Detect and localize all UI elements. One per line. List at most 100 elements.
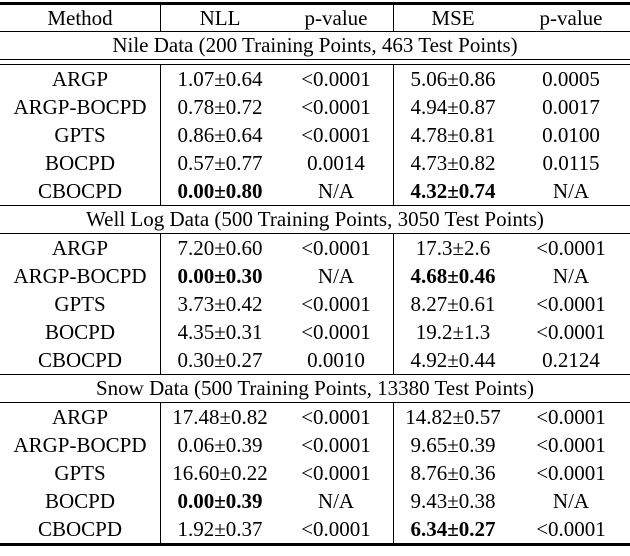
nll-pvalue-cell: <0.0001	[279, 234, 394, 262]
mse-pvalue-cell: 0.0115	[542, 151, 600, 175]
method-cell: GPTS	[0, 459, 161, 487]
nll-pvalue-cell: <0.0001	[279, 65, 394, 93]
mse-cell: 4.78±0.81	[410, 123, 496, 147]
mse-cell: 4.92±0.44	[410, 348, 496, 372]
mse-cell: 8.76±0.36	[410, 461, 496, 485]
nll-pvalue-cell: 0.0014	[279, 149, 394, 177]
table-row: CBOCPD 0.30±0.27 0.0010 4.92±0.44 0.2124	[0, 346, 630, 374]
mse-cell: 8.27±0.61	[410, 292, 496, 316]
mse-cell: 17.3±2.6	[415, 236, 491, 260]
table-row: BOCPD 0.57±0.77 0.0014 4.73±0.82 0.0115	[0, 149, 630, 177]
method-cell: ARGP	[0, 234, 161, 262]
nll-pvalue-cell: <0.0001	[279, 93, 394, 121]
nll-pvalue-cell: N/A	[279, 487, 394, 515]
nll-pvalue-cell: <0.0001	[279, 515, 394, 543]
nll-cell: 17.48±0.82	[172, 405, 268, 429]
mse-cell: 4.73±0.82	[410, 151, 496, 175]
header-row: Method NLL p-value MSE p-value	[0, 5, 630, 32]
mse-cell: 9.43±0.38	[410, 489, 496, 513]
column-header-nll: NLL	[199, 6, 241, 30]
nll-cell: 4.35±0.31	[177, 320, 263, 344]
nll-pvalue-cell: N/A	[279, 262, 394, 290]
table-row: ARGP-BOCPD 0.06±0.39 <0.0001 9.65±0.39 <…	[0, 431, 630, 459]
mse-cell: 4.94±0.87	[410, 95, 496, 119]
table-row: GPTS 16.60±0.22 <0.0001 8.76±0.36 <0.000…	[0, 459, 630, 487]
mse-pvalue-cell: <0.0001	[536, 517, 606, 541]
nll-cell: 7.20±0.60	[177, 236, 263, 260]
nll-pvalue-cell: 0.0010	[279, 346, 394, 374]
method-cell: ARGP	[0, 403, 161, 431]
nll-pvalue-cell: <0.0001	[279, 431, 394, 459]
table-row: ARGP 1.07±0.64 <0.0001 5.06±0.86 0.0005	[0, 65, 630, 93]
mse-cell: 5.06±0.86	[410, 67, 496, 91]
mse-pvalue-cell: <0.0001	[536, 320, 606, 344]
mse-pvalue-cell: <0.0001	[536, 461, 606, 485]
nll-cell: 0.30±0.27	[177, 348, 263, 372]
table-row: ARGP-BOCPD 0.78±0.72 <0.0001 4.94±0.87 0…	[0, 93, 630, 121]
column-header-mse-pvalue: p-value	[539, 6, 603, 30]
mse-cell: 6.34±0.27	[410, 517, 496, 541]
method-cell: ARGP-BOCPD	[0, 93, 161, 121]
table-row: BOCPD 0.00±0.39 N/A 9.43±0.38 N/A	[0, 487, 630, 515]
section-title-well-log: Well Log Data (500 Training Points, 3050…	[0, 205, 630, 234]
method-cell: GPTS	[0, 290, 161, 318]
mse-pvalue-cell: 0.0005	[542, 67, 600, 91]
mse-pvalue-cell: <0.0001	[536, 292, 606, 316]
table-row: CBOCPD 1.92±0.37 <0.0001 6.34±0.27 <0.00…	[0, 515, 630, 543]
nll-cell: 1.07±0.64	[177, 67, 263, 91]
method-cell: ARGP	[0, 65, 161, 93]
column-header-mse: MSE	[431, 6, 475, 30]
method-cell: BOCPD	[0, 487, 161, 515]
nll-cell: 0.78±0.72	[177, 95, 263, 119]
nll-cell: 16.60±0.22	[172, 461, 268, 485]
mse-pvalue-cell: 0.2124	[542, 348, 600, 372]
nll-pvalue-cell: <0.0001	[279, 459, 394, 487]
nll-pvalue-cell: <0.0001	[279, 290, 394, 318]
table-row: CBOCPD 0.00±0.80 N/A 4.32±0.74 N/A	[0, 177, 630, 205]
nll-cell: 1.92±0.37	[177, 517, 263, 541]
double-rule	[0, 59, 630, 65]
mse-pvalue-cell: <0.0001	[536, 236, 606, 260]
nll-pvalue-cell: N/A	[279, 177, 394, 205]
column-header-method: Method	[0, 5, 161, 31]
method-cell: ARGP-BOCPD	[0, 431, 161, 459]
section-title-snow: Snow Data (500 Training Points, 13380 Te…	[0, 374, 630, 403]
nll-cell: 0.86±0.64	[177, 123, 263, 147]
nll-cell: 3.73±0.42	[177, 292, 263, 316]
nll-pvalue-cell: <0.0001	[279, 318, 394, 346]
nll-pvalue-cell: <0.0001	[279, 403, 394, 431]
mse-cell: 4.32±0.74	[410, 179, 496, 203]
table-row: BOCPD 4.35±0.31 <0.0001 19.2±1.3 <0.0001	[0, 318, 630, 346]
method-cell: ARGP-BOCPD	[0, 262, 161, 290]
mse-pvalue-cell: N/A	[552, 179, 590, 203]
nll-cell: 0.57±0.77	[177, 151, 263, 175]
nll-cell: 0.00±0.80	[177, 179, 263, 203]
section-title-nile: Nile Data (200 Training Points, 463 Test…	[112, 33, 518, 57]
table-row: GPTS 0.86±0.64 <0.0001 4.78±0.81 0.0100	[0, 121, 630, 149]
method-cell: BOCPD	[0, 149, 161, 177]
mse-cell: 9.65±0.39	[410, 433, 496, 457]
nll-cell: 0.06±0.39	[177, 433, 263, 457]
mse-pvalue-cell: <0.0001	[536, 433, 606, 457]
mse-pvalue-cell: 0.0017	[542, 95, 600, 119]
nll-cell: 0.00±0.39	[177, 489, 263, 513]
mse-pvalue-cell: N/A	[552, 489, 590, 513]
nll-cell: 0.00±0.30	[177, 264, 263, 288]
table-row: ARGP-BOCPD 0.00±0.30 N/A 4.68±0.46 N/A	[0, 262, 630, 290]
table-row: ARGP 17.48±0.82 <0.0001 14.82±0.57 <0.00…	[0, 403, 630, 431]
table-row: ARGP 7.20±0.60 <0.0001 17.3±2.6 <0.0001	[0, 234, 630, 262]
mse-pvalue-cell: <0.0001	[536, 405, 606, 429]
column-header-nll-pvalue: p-value	[279, 5, 394, 31]
mse-pvalue-cell: 0.0100	[542, 123, 600, 147]
mse-cell: 19.2±1.3	[415, 320, 491, 344]
table-row: GPTS 3.73±0.42 <0.0001 8.27±0.61 <0.0001	[0, 290, 630, 318]
nll-pvalue-cell: <0.0001	[279, 121, 394, 149]
method-cell: CBOCPD	[0, 346, 161, 374]
method-cell: BOCPD	[0, 318, 161, 346]
mse-cell: 4.68±0.46	[410, 264, 496, 288]
results-table: Method NLL p-value MSE p-value Nile Data…	[0, 2, 630, 546]
method-cell: GPTS	[0, 121, 161, 149]
method-cell: CBOCPD	[0, 177, 161, 205]
mse-cell: 14.82±0.57	[405, 405, 501, 429]
